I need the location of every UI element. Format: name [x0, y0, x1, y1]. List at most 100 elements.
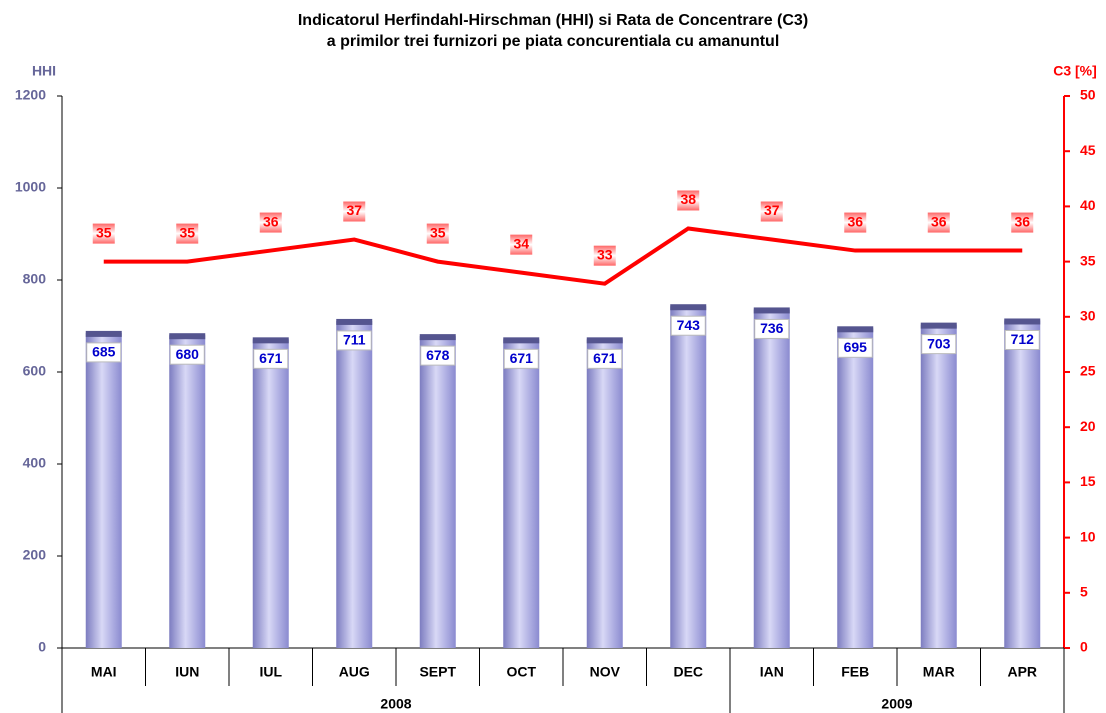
value-label-box: [587, 348, 623, 369]
chart-title: Indicatorul Herfindahl-Hirschman (HHI) s…: [298, 12, 808, 29]
x-tick-label: FEB: [841, 664, 869, 680]
value-label: 36: [847, 213, 863, 229]
value-label: 678: [426, 347, 450, 363]
y-tick-label: 400: [23, 455, 47, 471]
bar: [920, 324, 957, 648]
value-label-box: [670, 315, 706, 336]
x-tick-label: MAR: [923, 664, 955, 680]
y2-tick-label: 30: [1080, 308, 1096, 324]
value-label: 35: [430, 224, 446, 240]
bar: [419, 336, 456, 648]
y2-tick-label: 5: [1080, 584, 1088, 600]
value-label-box: [593, 245, 616, 266]
value-label-box: [754, 318, 790, 339]
x-tick-label: IUL: [259, 664, 282, 680]
value-label: 38: [680, 191, 696, 207]
bar-top: [503, 337, 540, 344]
value-label: 35: [179, 224, 195, 240]
y2-tick-label: 10: [1080, 528, 1096, 544]
bar: [837, 328, 874, 648]
y2-tick-label: 0: [1080, 639, 1088, 655]
bar: [336, 320, 373, 648]
value-label-box: [837, 337, 873, 358]
bar-top: [753, 307, 790, 314]
bar-top: [85, 330, 122, 337]
value-label-box: [343, 201, 366, 222]
value-label: 671: [593, 350, 617, 366]
value-label-box: [92, 223, 115, 244]
x-tick-label: APR: [1007, 664, 1037, 680]
bar-top: [252, 337, 289, 344]
value-label: 671: [259, 350, 283, 366]
value-label-box: [760, 201, 783, 222]
x-tick-label: NOV: [590, 664, 621, 680]
line: [103, 226, 1023, 286]
x-tick-label: IAN: [760, 664, 784, 680]
y2-tick-label: 20: [1080, 418, 1096, 434]
value-label: 37: [346, 202, 362, 218]
y-tick-label: 0: [38, 639, 46, 655]
bar: [1004, 320, 1041, 648]
bar: [753, 309, 790, 648]
bar: [503, 339, 540, 648]
value-label-box: [503, 348, 539, 369]
value-label-box: [253, 348, 289, 369]
value-label-box: [426, 223, 449, 244]
x-tick-label: MAI: [91, 664, 117, 680]
value-label: 36: [1014, 213, 1030, 229]
x-tick-label: OCT: [506, 664, 536, 680]
y2-tick-label: 45: [1080, 142, 1096, 158]
y-tick-label: 600: [23, 363, 47, 379]
y-tick-label: 200: [23, 547, 47, 563]
bar-top: [419, 334, 456, 341]
x-tick-label: DEC: [673, 664, 703, 680]
value-label-box: [420, 345, 456, 366]
y-tick-label: 1200: [15, 87, 46, 103]
value-label: 36: [263, 213, 279, 229]
y-axis-title: HHI: [32, 63, 56, 79]
y2-tick-label: 35: [1080, 252, 1096, 268]
value-label: 33: [597, 246, 613, 262]
value-label-box: [336, 330, 372, 351]
value-label: 736: [760, 320, 784, 336]
bar-top: [169, 333, 206, 340]
y2-tick-label: 15: [1080, 473, 1096, 489]
y2-axis-title: C3 [%]: [1053, 63, 1097, 79]
group-label: 2008: [380, 696, 411, 712]
bar-top: [336, 318, 373, 325]
bar: [85, 332, 122, 648]
value-label-box: [176, 223, 199, 244]
y-tick-label: 800: [23, 271, 47, 287]
bar: [252, 339, 289, 648]
value-label-box: [259, 212, 282, 233]
value-label-box: [927, 212, 950, 233]
value-label: 35: [96, 224, 112, 240]
x-tick-label: AUG: [339, 664, 370, 680]
value-label-box: [1011, 212, 1034, 233]
value-label-box: [677, 190, 700, 211]
bar-top: [1004, 318, 1041, 325]
value-label: 671: [510, 350, 534, 366]
value-label: 711: [343, 332, 366, 348]
value-label: 34: [513, 235, 529, 251]
value-label: 712: [1011, 331, 1035, 347]
value-label-box: [510, 234, 533, 255]
y2-tick-label: 25: [1080, 363, 1096, 379]
bar-top: [670, 304, 707, 311]
y2-tick-label: 50: [1080, 87, 1096, 103]
bar-top: [920, 322, 957, 329]
bar-top: [837, 326, 874, 333]
bar: [586, 339, 623, 648]
value-label: 37: [764, 202, 780, 218]
group-label: 2009: [881, 696, 912, 712]
bar-top: [586, 337, 623, 344]
value-label: 695: [844, 339, 868, 355]
value-label-box: [86, 342, 122, 363]
value-label-box: [1004, 329, 1040, 350]
y-tick-label: 1000: [15, 179, 46, 195]
value-label-box: [921, 334, 957, 355]
value-label: 743: [677, 317, 701, 333]
value-label-box: [169, 344, 205, 365]
value-label: 685: [92, 344, 116, 360]
